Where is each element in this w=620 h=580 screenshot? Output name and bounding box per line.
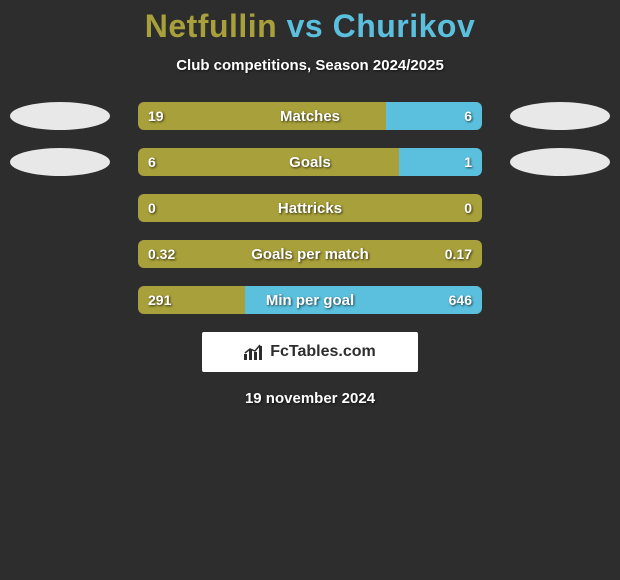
stat-row: 00Hattricks [0, 194, 620, 222]
bar-left-segment [138, 240, 482, 268]
bar-right-segment [386, 102, 482, 130]
stat-row: 196Matches [0, 102, 620, 130]
player2-badge [510, 286, 610, 314]
bar-left-segment [138, 194, 482, 222]
stat-bar: 0.320.17Goals per match [138, 240, 482, 268]
player1-name: Netfullin [145, 8, 277, 44]
stat-bar: 61Goals [138, 148, 482, 176]
chart-icon [244, 344, 264, 360]
player2-badge [510, 102, 610, 130]
stat-bar: 291646Min per goal [138, 286, 482, 314]
comparison-infographic: Netfullin vs Churikov Club competitions,… [0, 0, 620, 407]
bar-left-segment [138, 286, 245, 314]
stat-bar: 196Matches [138, 102, 482, 130]
stat-rows: 196Matches 61Goals 00Hattricks 0.320.17Goal… [0, 102, 620, 314]
player1-badge [10, 240, 110, 268]
bar-right-segment [399, 148, 482, 176]
footer-date: 19 november 2024 [0, 390, 620, 407]
player2-badge [510, 194, 610, 222]
page-title: Netfullin vs Churikov [0, 8, 620, 45]
player2-name: Churikov [333, 8, 476, 44]
player2-badge [510, 148, 610, 176]
player2-badge [510, 240, 610, 268]
fctables-logo: FcTables.com [202, 332, 418, 372]
stat-row: 61Goals [0, 148, 620, 176]
logo-text: FcTables.com [270, 343, 376, 361]
bar-left-segment [138, 148, 399, 176]
player1-badge [10, 194, 110, 222]
stat-bar: 00Hattricks [138, 194, 482, 222]
player1-badge [10, 286, 110, 314]
bar-left-segment [138, 102, 386, 130]
bar-right-segment [245, 286, 482, 314]
stat-row: 291646Min per goal [0, 286, 620, 314]
player1-badge [10, 148, 110, 176]
subtitle: Club competitions, Season 2024/2025 [0, 57, 620, 74]
stat-row: 0.320.17Goals per match [0, 240, 620, 268]
player1-badge [10, 102, 110, 130]
vs-separator: vs [287, 8, 324, 44]
